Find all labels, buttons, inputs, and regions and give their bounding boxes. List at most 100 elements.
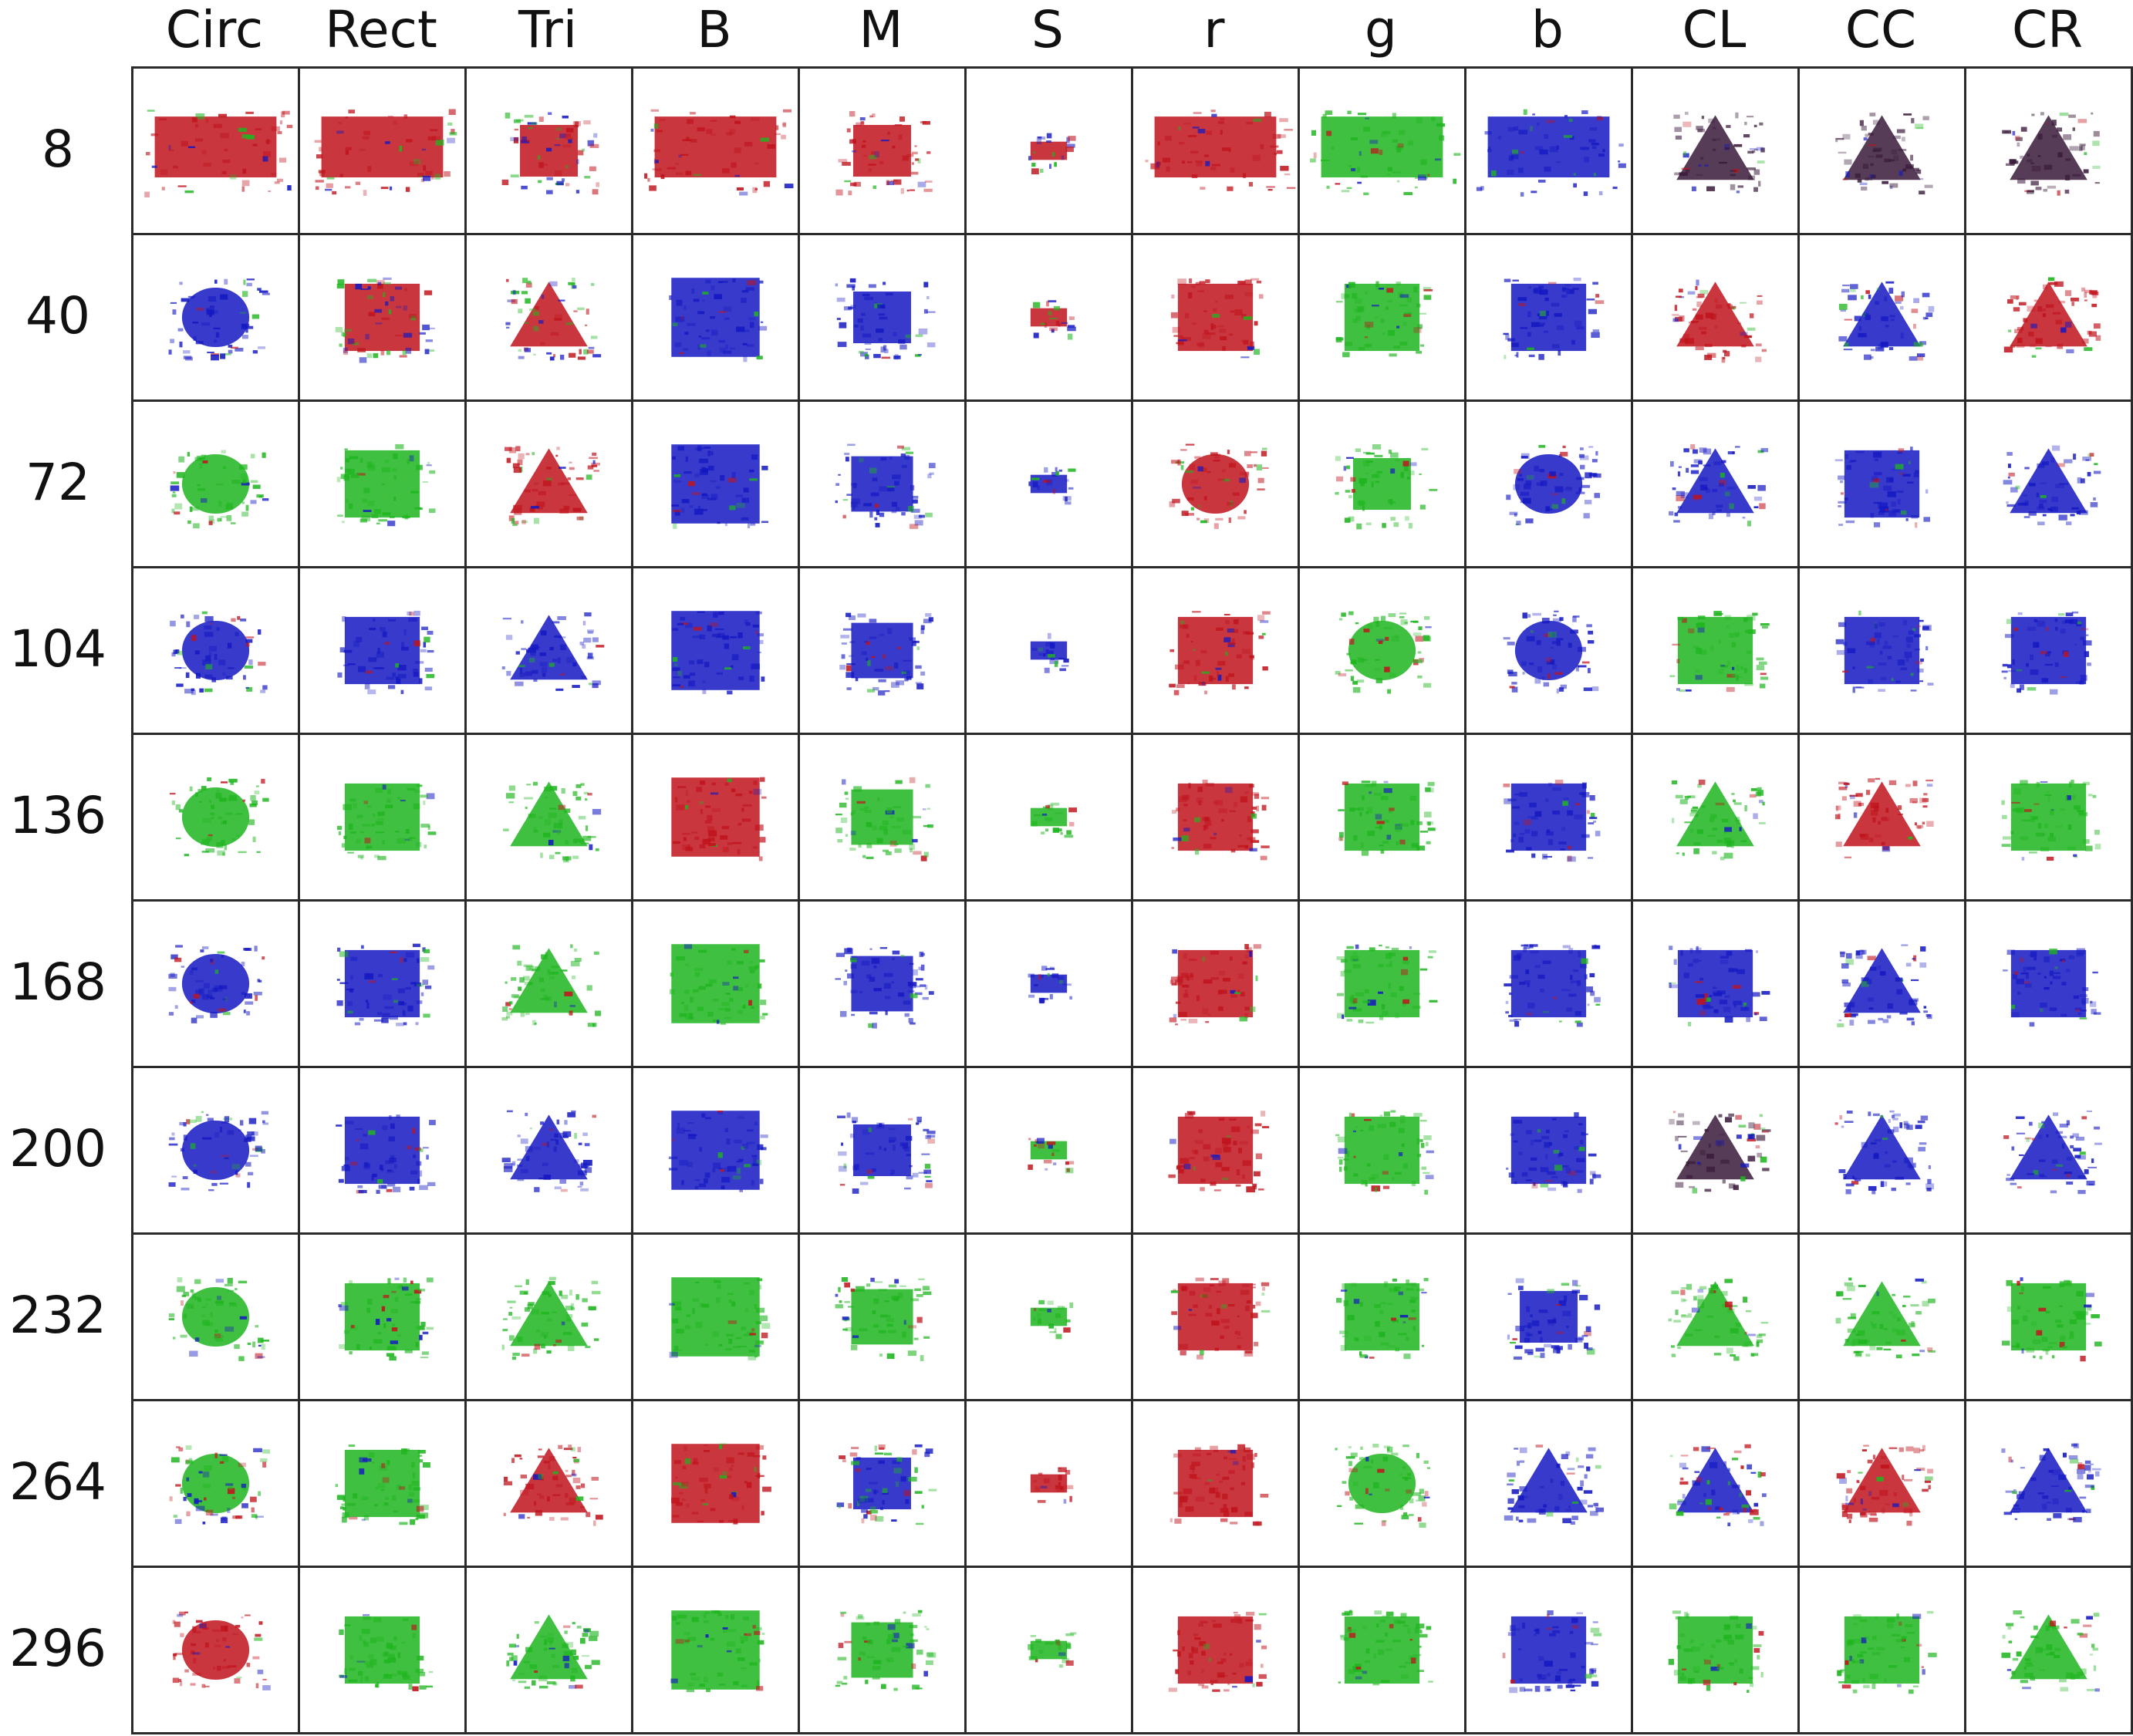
generated-shape-image — [1835, 113, 1933, 195]
generated-shape-image — [170, 777, 269, 857]
generated-shape-image — [1028, 1138, 1075, 1174]
generated-shape-image — [336, 783, 437, 861]
generated-shape-image — [1669, 1444, 1767, 1527]
grid-cell — [1131, 1399, 1300, 1568]
generated-shape-image — [1669, 946, 1770, 1026]
shape-blob — [344, 783, 420, 851]
generated-shape-image — [1335, 1278, 1429, 1360]
grid-cell — [1298, 233, 1466, 402]
row-label: 232 — [9, 1286, 106, 1345]
grid-cell — [1298, 1066, 1466, 1235]
generated-shape-image — [336, 443, 436, 527]
generated-shape-image — [1668, 1279, 1769, 1361]
grid-cell — [131, 1066, 300, 1235]
generated-shape-image — [837, 1112, 936, 1194]
generated-shape-image — [1503, 610, 1599, 694]
shape-blob — [510, 948, 588, 1013]
generated-shape-image — [1503, 779, 1601, 862]
shape-blob — [851, 956, 913, 1012]
shape-blob — [1677, 949, 1753, 1018]
generated-shape-image — [2003, 948, 2101, 1027]
grid-cell — [964, 899, 1133, 1068]
generated-shape-image — [506, 1614, 600, 1689]
grid-cell — [1797, 1232, 1966, 1401]
grid-cell — [1464, 399, 1633, 568]
grid-cell — [1298, 899, 1466, 1068]
row-label: 296 — [9, 1619, 106, 1678]
grid-cell — [1964, 1399, 2133, 1568]
generated-shape-image — [337, 610, 435, 695]
shape-blob — [1177, 616, 1254, 685]
grid-cell — [1131, 1066, 1300, 1235]
generated-shape-image — [1028, 1632, 1077, 1668]
grid-cell — [298, 733, 467, 902]
grid-cell — [464, 1566, 633, 1734]
grid-cell — [1464, 566, 1633, 735]
grid-cell — [1797, 233, 1966, 402]
grid-cell — [298, 566, 467, 735]
grid-cell — [1631, 566, 1800, 735]
grid-cell — [1131, 233, 1300, 402]
grid-cell — [631, 1232, 800, 1401]
shape-blob — [851, 789, 913, 845]
generated-shape-image — [1838, 281, 1935, 361]
generated-shape-image — [835, 1610, 937, 1691]
generated-shape-image — [501, 1276, 601, 1360]
row-label: 40 — [25, 286, 90, 346]
shape-blob — [344, 1616, 420, 1684]
grid-cell — [631, 233, 800, 402]
generated-shape-image — [1504, 944, 1601, 1027]
shape-blob — [671, 1610, 760, 1690]
grid-cell — [1298, 1232, 1466, 1401]
generated-shape-image — [1030, 1299, 1074, 1340]
generated-shape-image — [170, 450, 269, 529]
generated-shape-image — [1028, 467, 1076, 505]
generated-shape-image — [1506, 1112, 1601, 1193]
column-label: CC — [1844, 0, 1917, 59]
grid-cell — [631, 1566, 800, 1734]
shape-blob — [181, 1620, 250, 1680]
shape-blob — [510, 615, 588, 680]
generated-shape-image — [671, 777, 767, 861]
grid-cell — [1464, 1399, 1633, 1568]
grid-cell — [464, 66, 633, 235]
generated-shape-image — [2003, 277, 2101, 358]
generated-shape-image — [1834, 777, 1934, 858]
grid-cell — [964, 399, 1133, 568]
shape-blob — [1843, 781, 1921, 847]
shape-blob — [344, 1116, 420, 1185]
generated-shape-image — [835, 1277, 932, 1361]
grid-cell — [1631, 399, 1800, 568]
generated-shape-image — [339, 1613, 434, 1691]
column-label: r — [1203, 0, 1225, 59]
shape-blob — [1030, 1141, 1068, 1160]
shape-blob — [1344, 1116, 1420, 1185]
generated-shape-image — [1335, 444, 1438, 530]
grid-cell — [1631, 1232, 1800, 1401]
grid-cell — [298, 899, 467, 1068]
grid-cell — [464, 399, 633, 568]
grid-cell — [798, 1066, 967, 1235]
generated-shape-image — [505, 278, 602, 361]
grid-cell — [1464, 1566, 1633, 1734]
generated-shape-image — [1336, 944, 1438, 1024]
generated-shape-image — [1669, 611, 1770, 693]
generated-shape-image — [1502, 1610, 1602, 1694]
grid-cell — [964, 733, 1133, 902]
generated-shape-image — [1834, 447, 1931, 528]
shape-blob — [1321, 116, 1443, 178]
generated-shape-image — [503, 1444, 603, 1526]
generated-shape-image — [1168, 1611, 1267, 1692]
shape-blob — [1514, 620, 1583, 681]
grid-cell — [131, 1399, 300, 1568]
grid-cell — [1464, 1066, 1633, 1235]
grid-cell — [298, 1232, 467, 1401]
generated-shape-image — [670, 1610, 765, 1693]
grid-cell — [1631, 66, 1800, 235]
generated-shape-image — [314, 109, 457, 196]
generated-shape-image — [338, 1277, 434, 1361]
grid-cell — [131, 733, 300, 902]
shape-blob — [1510, 1448, 1588, 1513]
generated-shape-image — [335, 277, 435, 363]
shape-blob — [2010, 448, 2087, 514]
